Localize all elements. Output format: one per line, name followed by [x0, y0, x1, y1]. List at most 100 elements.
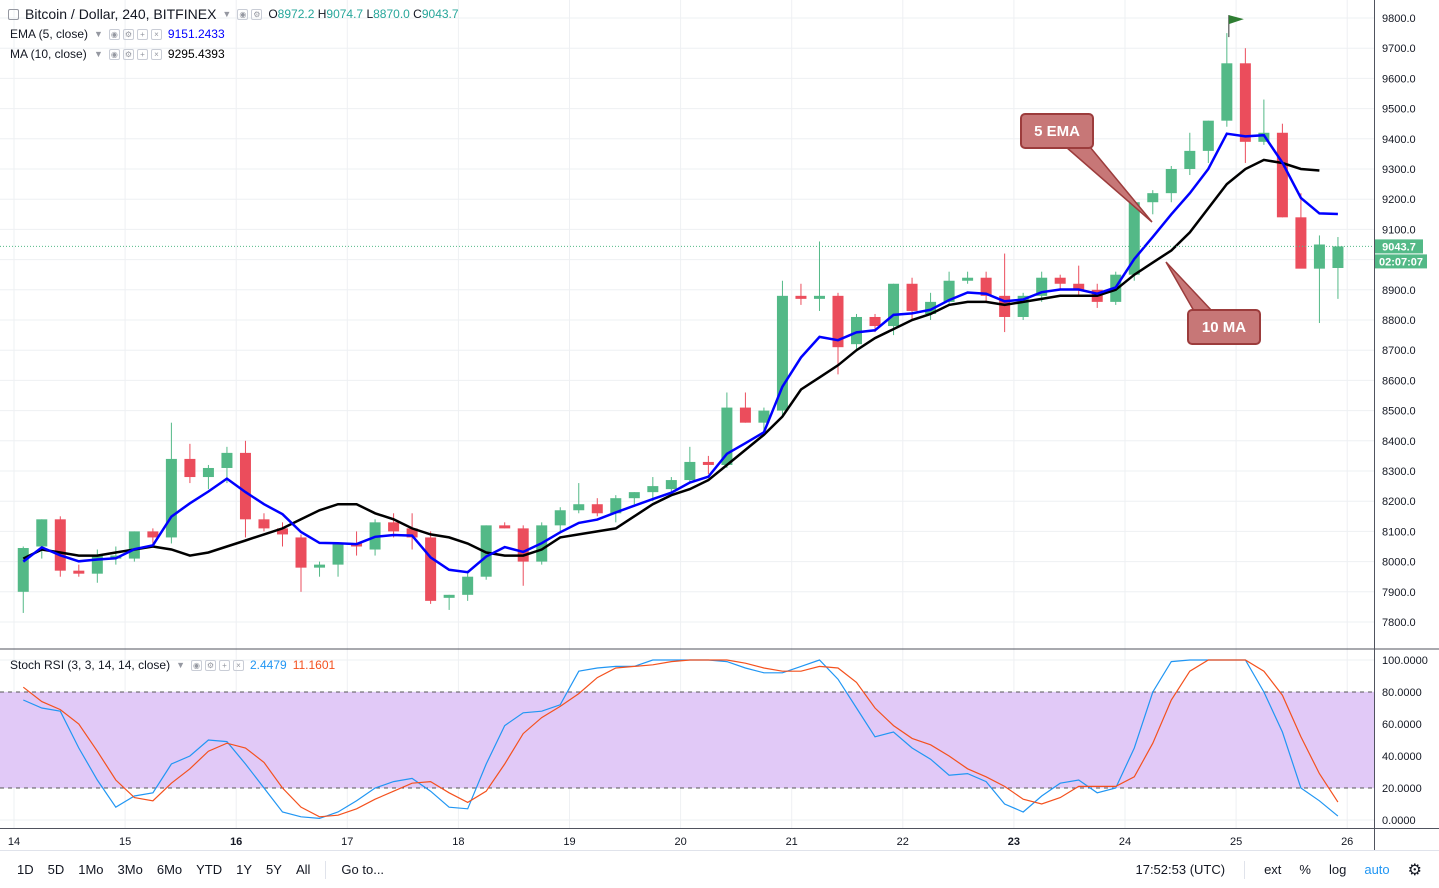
candle: [739, 392, 751, 423]
candle: [758, 407, 770, 432]
candle: [980, 271, 992, 302]
candle-body: [739, 407, 751, 423]
range-button-ytd[interactable]: YTD: [196, 862, 223, 877]
candle: [128, 531, 140, 562]
goto-button[interactable]: Go to...: [341, 862, 385, 877]
candle-body: [665, 480, 677, 490]
settings-gear-icon[interactable]: ⚙: [1407, 861, 1422, 879]
ma-callout-pointer: [1165, 261, 1214, 312]
range-button-1mo[interactable]: 1Mo: [78, 862, 104, 877]
close-icon[interactable]: ×: [150, 28, 162, 40]
range-button-5d[interactable]: 5D: [47, 862, 65, 877]
candle: [258, 513, 270, 532]
candle-body: [184, 458, 196, 478]
candle-body: [480, 525, 492, 577]
ma-label[interactable]: MA (10, close): [10, 47, 87, 61]
candle: [443, 594, 455, 610]
settings-icon[interactable]: ⚙: [122, 48, 134, 60]
chevron-down-icon[interactable]: ▼: [222, 9, 232, 19]
auto-toggle[interactable]: auto: [1364, 862, 1390, 877]
candle: [647, 477, 659, 502]
candle-body: [1036, 277, 1048, 296]
price-tick-label: 9800.0: [1382, 13, 1416, 25]
ma-callout-box: [1187, 309, 1261, 345]
x-tick-label: 24: [1119, 836, 1131, 848]
annotation-callouts[interactable]: 5 EMA 10 MA: [1020, 113, 1261, 345]
add-icon[interactable]: +: [136, 48, 148, 60]
candle-body: [610, 498, 622, 514]
candle: [610, 495, 622, 523]
add-icon[interactable]: +: [136, 28, 148, 40]
candle-body: [258, 519, 270, 529]
candle: [1239, 48, 1251, 163]
price-tick-label: 9500.0: [1382, 104, 1416, 116]
stoch-label[interactable]: Stoch RSI (3, 3, 14, 14, close): [10, 658, 171, 672]
collapse-icon[interactable]: [8, 8, 19, 20]
axes: 14 15 16 17 18 19 20 21 22 23 24 25 26 7800.0 7900.0 80…: [0, 0, 1439, 850]
price-tick-label: 8100.0: [1382, 526, 1416, 538]
range-button-5y[interactable]: 5Y: [266, 862, 282, 877]
candle-body: [1332, 246, 1344, 268]
range-button-all[interactable]: All: [295, 862, 311, 877]
range-button-3mo[interactable]: 3Mo: [117, 862, 143, 877]
log-toggle[interactable]: log: [1328, 862, 1347, 877]
range-button-1d[interactable]: 1D: [17, 862, 34, 877]
close-icon[interactable]: ×: [150, 48, 162, 60]
candle-body: [388, 522, 400, 532]
candle-body: [1017, 295, 1029, 317]
candle: [832, 292, 844, 375]
ema-callout-label: 5 EMA: [1034, 123, 1080, 140]
x-tick-label: 14: [8, 836, 20, 848]
candle-body: [462, 576, 474, 595]
clock-readout[interactable]: 17:52:53 (UTC): [1135, 862, 1226, 877]
x-tick-label: 20: [674, 836, 686, 848]
range-button-6mo[interactable]: 6Mo: [156, 862, 183, 877]
candle: [1073, 265, 1085, 296]
candle-body: [1073, 283, 1085, 290]
candle-body: [54, 519, 66, 571]
range-button-1y[interactable]: 1Y: [236, 862, 253, 877]
candle: [36, 519, 48, 559]
candle-body: [1295, 217, 1307, 269]
price-tick-label: 8400.0: [1382, 436, 1416, 448]
ext-toggle[interactable]: ext: [1264, 862, 1282, 877]
candle: [73, 564, 85, 577]
ema-value: 9151.2433: [167, 27, 225, 41]
close-icon[interactable]: ×: [233, 659, 244, 671]
percent-toggle[interactable]: %: [1299, 862, 1311, 877]
candle-body: [776, 295, 788, 411]
eye-icon[interactable]: ◉: [237, 8, 249, 20]
candle-body: [276, 528, 288, 535]
eye-icon[interactable]: ◉: [191, 659, 202, 671]
candle: [776, 280, 788, 417]
candle: [1036, 271, 1048, 302]
eye-icon[interactable]: ◉: [108, 48, 120, 60]
ohlc-values: O8972.2 H9074.7 L8870.0 C9043.7: [268, 7, 459, 21]
symbol-title[interactable]: Bitcoin / Dollar, 240, BITFINEX: [25, 6, 217, 22]
bottom-toolbar: 1D 5D 1Mo 3Mo 6Mo YTD 1Y 5Y All Go to... 17:52:5…: [0, 850, 1439, 888]
candle: [1202, 120, 1214, 163]
settings-icon[interactable]: ⚙: [205, 659, 216, 671]
candle-body: [1128, 202, 1140, 275]
chevron-down-icon[interactable]: ▼: [176, 660, 185, 670]
ma-tools: ◉ ⚙ + ×: [108, 48, 162, 60]
eye-icon[interactable]: ◉: [108, 28, 120, 40]
candle-body: [1276, 132, 1288, 218]
candle-body: [17, 548, 29, 592]
chevron-down-icon[interactable]: ▼: [94, 49, 103, 59]
add-icon[interactable]: +: [219, 659, 230, 671]
ema-callout: 5 EMA: [1020, 113, 1153, 223]
candle: [1017, 292, 1029, 320]
settings-icon[interactable]: ⚙: [251, 8, 263, 20]
settings-icon[interactable]: ⚙: [122, 28, 134, 40]
candle: [813, 241, 825, 311]
candle-body: [147, 531, 159, 538]
ma-callout-label: 10 MA: [1202, 319, 1246, 336]
price-tick-label: 8800.0: [1382, 315, 1416, 327]
candle-body: [795, 295, 807, 299]
chevron-down-icon[interactable]: ▼: [94, 29, 103, 39]
candle: [925, 292, 937, 320]
ema-label[interactable]: EMA (5, close): [10, 27, 89, 41]
chart-canvas[interactable]: 14 15 16 17 18 19 20 21 22 23 24 25 26 7800.0 7900.0 80…: [0, 0, 1439, 850]
candle: [1332, 237, 1344, 299]
